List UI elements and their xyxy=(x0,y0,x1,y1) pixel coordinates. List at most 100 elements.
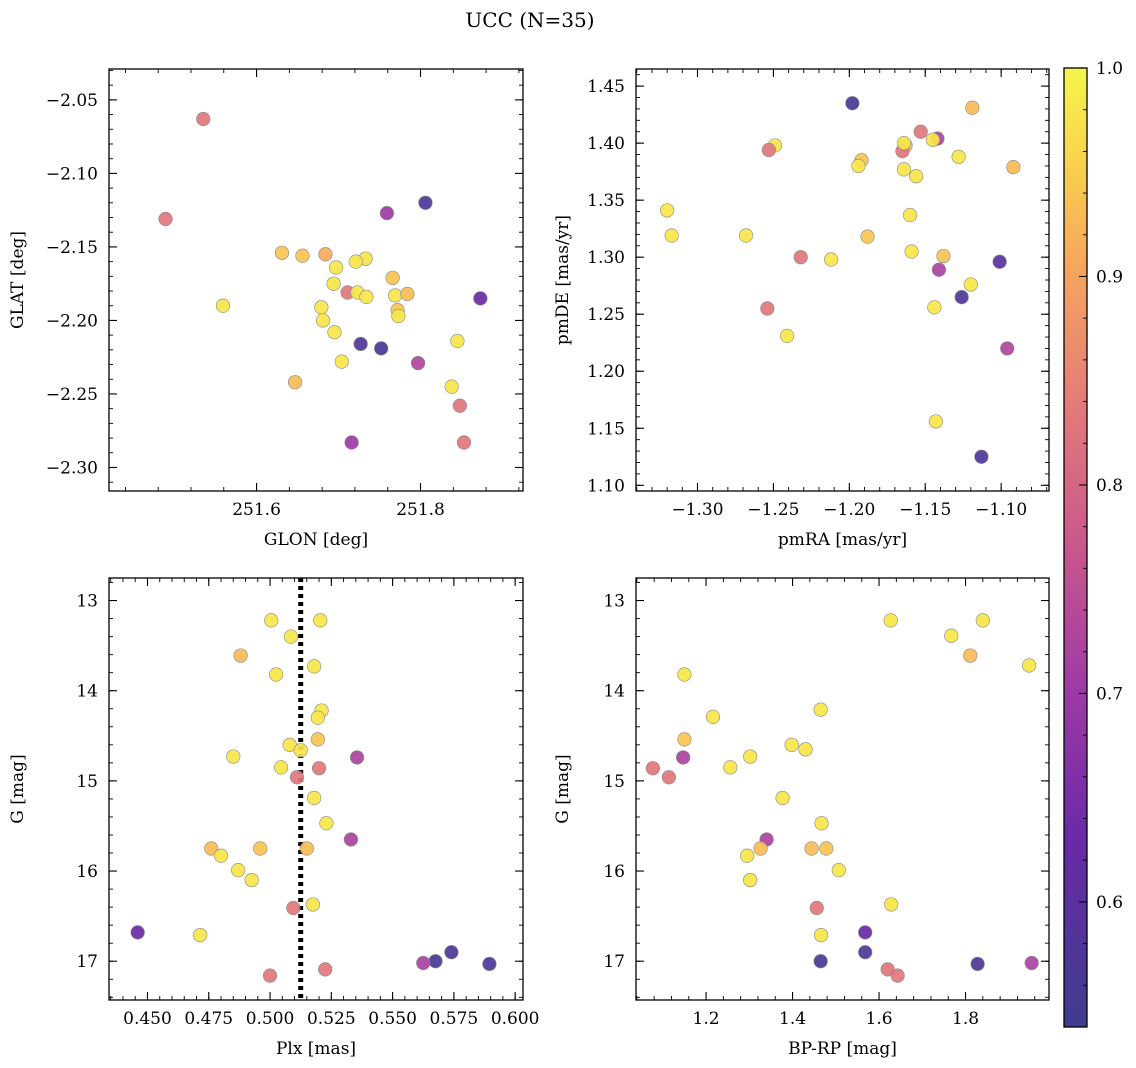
data-point xyxy=(400,286,415,302)
data-point xyxy=(913,124,928,139)
x-tick-label: 1.6 xyxy=(866,1009,893,1029)
y-tick-label: −2.20 xyxy=(46,311,98,331)
data-point xyxy=(450,333,465,349)
data-point xyxy=(262,968,278,983)
data-point xyxy=(379,205,395,221)
data-point xyxy=(890,968,905,983)
data-point xyxy=(286,900,301,916)
data-point xyxy=(904,244,919,259)
data-point xyxy=(809,900,824,916)
x-tick-label: 0.525 xyxy=(307,1009,356,1029)
data-point xyxy=(307,659,322,674)
y-tick-label: 15 xyxy=(603,772,625,792)
data-point xyxy=(925,132,940,147)
data-point xyxy=(310,710,325,725)
data-point xyxy=(196,111,211,127)
data-point xyxy=(992,254,1007,269)
data-point xyxy=(928,414,943,429)
data-point xyxy=(743,872,758,888)
data-point xyxy=(226,749,241,764)
data-point xyxy=(740,848,755,863)
y-tick-label: 1.20 xyxy=(587,362,625,382)
data-point xyxy=(927,300,942,315)
data-point xyxy=(344,435,359,450)
y-tick-label: −2.25 xyxy=(46,385,98,405)
data-point xyxy=(289,770,305,785)
data-point xyxy=(723,760,738,775)
data-point xyxy=(963,648,978,663)
data-point xyxy=(909,169,924,184)
data-point xyxy=(295,248,310,263)
axes-frame xyxy=(635,577,1050,1001)
x-axis-label: pmRA [mas/yr] xyxy=(778,530,907,550)
y-tick-label: 14 xyxy=(76,682,98,702)
data-point xyxy=(318,247,333,262)
x-tick-label: −1.10 xyxy=(975,500,1027,520)
data-point xyxy=(813,702,828,717)
data-point xyxy=(418,195,433,210)
data-point xyxy=(130,925,145,940)
x-tick-label: −1.20 xyxy=(823,500,875,520)
data-point xyxy=(845,96,860,111)
colorbar-tick-label: 1.0 xyxy=(1096,59,1123,79)
data-point xyxy=(883,613,898,628)
y-tick-label: 17 xyxy=(603,952,625,972)
data-point xyxy=(343,832,359,847)
y-tick-label: −2.05 xyxy=(46,91,98,111)
data-point xyxy=(963,277,978,292)
data-point xyxy=(311,761,327,776)
data-point xyxy=(283,629,298,644)
colorbar-gradient xyxy=(1063,67,1088,1028)
data-point xyxy=(269,667,284,682)
data-point xyxy=(975,613,990,628)
data-point xyxy=(931,262,947,277)
y-tick-label: 13 xyxy=(76,592,98,612)
data-point xyxy=(793,250,808,265)
minor-ticks xyxy=(109,578,523,1000)
data-point xyxy=(661,770,676,785)
data-point xyxy=(482,956,497,972)
y-tick-label: 1.15 xyxy=(587,419,625,439)
data-point xyxy=(391,308,406,324)
data-point xyxy=(1022,658,1037,673)
data-point xyxy=(884,897,899,912)
y-tick-label: 1.45 xyxy=(587,77,625,97)
data-point xyxy=(970,956,985,972)
data-point xyxy=(1006,159,1021,175)
data-point xyxy=(1024,955,1039,971)
data-point xyxy=(264,613,279,628)
data-point xyxy=(314,300,329,315)
data-point xyxy=(299,841,314,856)
data-point xyxy=(860,229,875,244)
x-tick-label: 0.500 xyxy=(246,1009,295,1029)
data-point xyxy=(428,954,443,969)
data-point xyxy=(760,301,775,316)
x-axis-label: BP-RP [mag] xyxy=(788,1039,897,1059)
y-tick-label: −2.15 xyxy=(46,238,98,258)
data-point xyxy=(353,336,368,352)
y-tick-label: 1.35 xyxy=(587,191,625,211)
x-tick-label: 1.2 xyxy=(693,1009,720,1029)
data-point xyxy=(310,732,325,747)
x-tick-label: −1.30 xyxy=(671,500,723,520)
data-point xyxy=(215,298,231,313)
data-point xyxy=(452,398,467,413)
y-axis-label: GLAT [deg] xyxy=(8,231,28,329)
panel-bprp-g: 1.2 1.4 1.6 1.8 13 14 15 16 17 BP-RP [mag] G [mag] xyxy=(553,577,1050,1059)
data-point xyxy=(327,325,342,340)
data-point xyxy=(798,742,813,757)
y-tick-label: −2.10 xyxy=(46,164,98,184)
scatter-points xyxy=(660,96,1021,464)
data-point xyxy=(896,162,912,177)
data-point xyxy=(779,328,795,343)
data-point xyxy=(804,841,819,856)
y-tick-label: 1.25 xyxy=(587,305,625,325)
y-tick-label: 16 xyxy=(76,862,98,882)
x-tick-label: 1.4 xyxy=(779,1009,806,1029)
data-point xyxy=(831,863,846,878)
data-point xyxy=(974,449,989,464)
data-point xyxy=(664,228,679,243)
data-point xyxy=(274,245,290,260)
data-point xyxy=(444,945,459,960)
data-point xyxy=(287,375,303,390)
